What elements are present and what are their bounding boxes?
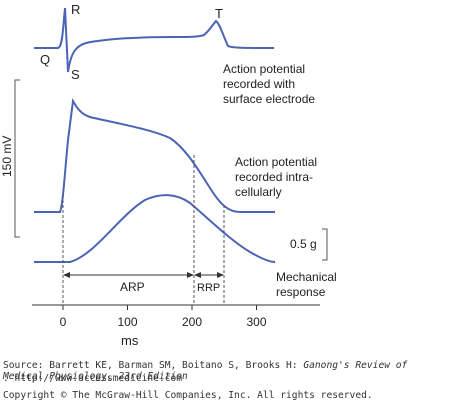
x-tick-label: 0 [60, 315, 67, 329]
s-wave-label: S [71, 67, 80, 82]
mechanical-label-line-2: response [276, 285, 326, 299]
voltage-scale-bracket [14, 79, 20, 238]
rrp-label: RRP [197, 282, 220, 294]
surface-potential-label: Action potential recorded with surface e… [223, 62, 315, 106]
time-axis: 0 100 200 300 [32, 304, 320, 329]
r-wave-label: R [71, 2, 80, 17]
source-title: Ganong's Review of Medical Physiology, 2… [3, 360, 408, 382]
rrp-arrowhead-right [217, 272, 224, 278]
source-caption-line2: : http://www.accessmedicine.com [3, 373, 182, 384]
surface-label-line-3: surface electrode [223, 92, 315, 106]
intra-label-line-2: recorded intra- [235, 170, 313, 184]
copyright-line: Copyright © The McGraw-Hill Companies, I… [3, 390, 373, 401]
copyright-text: Copyright © The McGraw-Hill Companies, I… [3, 390, 373, 401]
x-tick-label: 100 [117, 315, 137, 329]
surface-label-line-1: Action potential [223, 62, 305, 76]
source-caption: Source: Barrett KE, Barman SM, Boitano S… [3, 360, 452, 382]
intra-label-line-1: Action potential [235, 155, 317, 169]
surface-label-line-2: recorded with [223, 77, 295, 91]
mechanical-label-line-1: Mechanical [276, 270, 337, 284]
voltage-scale-label: 150 mV [0, 136, 14, 177]
t-wave-label: T [215, 6, 223, 21]
force-scale-bracket [322, 228, 328, 261]
surface-ecg-trace [34, 7, 275, 73]
arp-label: ARP [120, 280, 145, 294]
intracellular-ap-trace [34, 98, 275, 213]
q-wave-label: Q [40, 52, 50, 67]
arp-arrowhead-left [63, 272, 70, 278]
source-prefix: Source: Barrett KE, Barman SM, Boitano S… [3, 360, 304, 371]
arp-arrowhead-right [187, 272, 194, 278]
x-tick-label: 300 [246, 315, 266, 329]
rrp-arrowhead-left [194, 272, 201, 278]
mechanical-response-label: Mechanical response [276, 270, 340, 299]
time-axis-unit: ms [121, 333, 139, 348]
source-url: : http://www.accessmedicine.com [3, 373, 183, 384]
intra-label-line-3: cellularly [235, 185, 282, 199]
mechanical-response-trace [34, 194, 276, 263]
x-tick-label: 200 [182, 315, 202, 329]
force-scale-label: 0.5 g [290, 237, 317, 251]
intracellular-potential-label: Action potential recorded intra- cellula… [235, 155, 320, 199]
